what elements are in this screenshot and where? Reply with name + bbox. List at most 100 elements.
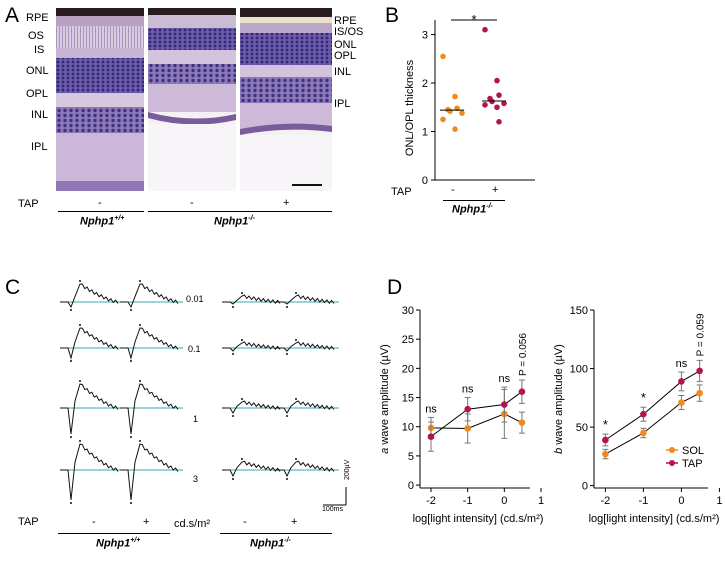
erg-trace: [60, 283, 119, 309]
layer-label: OS: [28, 30, 44, 42]
layer-label: IPL: [31, 141, 48, 153]
trough-marker: [232, 415, 234, 417]
data-point: [640, 410, 647, 418]
y-tick-label: 3: [422, 30, 428, 42]
erg-scale-bar: [323, 487, 347, 506]
x-tick-label: 0: [501, 495, 507, 507]
y-tick-label: 150: [570, 305, 588, 317]
data-point: [678, 399, 685, 406]
panel-c-group-line-ko: [220, 533, 332, 534]
panel-c-tap-label: TAP: [18, 516, 39, 528]
intensity-label: 3: [193, 474, 199, 484]
data-point: [452, 126, 458, 132]
genotype-ko-label: Nphp1-/-: [214, 215, 255, 228]
y-axis-label: b wave amplitude (µV): [553, 344, 565, 454]
layer-label: OPL: [334, 50, 357, 62]
erg-trace: [120, 383, 179, 435]
y-tick-label: 0: [582, 481, 588, 493]
layer-label: INL: [31, 109, 49, 121]
significance-annotation: ns: [499, 373, 511, 385]
erg-trace: [222, 341, 281, 352]
trough-marker: [286, 306, 288, 308]
peak-marker: [139, 280, 141, 282]
data-point: [602, 450, 609, 458]
layer-label: RPE: [334, 15, 357, 27]
peak-marker: [295, 292, 297, 294]
panel-b-genotype: Nphp1-/-: [452, 203, 493, 216]
data-point: [696, 367, 703, 375]
data-point: [501, 100, 507, 107]
data-point: [454, 105, 460, 112]
erg-trace: [120, 327, 179, 360]
panel-letter-a: A: [5, 4, 20, 27]
erg-traces: [60, 280, 347, 506]
y-tick-label: 15: [402, 393, 414, 405]
panel-letter-d: D: [387, 276, 403, 299]
peak-marker: [241, 398, 243, 400]
panel-b-tap-label: TAP: [391, 186, 412, 198]
erg-traces-ko: [222, 292, 339, 480]
layer-label: ONL: [334, 39, 357, 51]
layer-label: ONL: [26, 65, 49, 77]
data-point: [482, 102, 488, 108]
scale-voltage-label: 200µV: [344, 459, 351, 480]
trough-marker: [232, 478, 234, 480]
panel-c-genotype-wt: Nphp1+/+: [96, 537, 141, 550]
y-tick-label: 5: [408, 451, 414, 463]
y-tick-label: 100: [570, 364, 588, 376]
significance-annotation: ns: [676, 358, 688, 370]
data-point: [640, 429, 647, 437]
x-axis-label: log[light intensity] (cd.s/m²): [589, 513, 720, 525]
significance-annotation: ns: [425, 403, 437, 415]
series-line: [605, 370, 700, 441]
data-point: [518, 419, 526, 426]
legend-label: SOL: [682, 445, 704, 457]
y-tick-label: 50: [576, 422, 588, 434]
genotype-wt-label: Nphp1+/+: [80, 215, 125, 228]
panel-letter-c: C: [5, 276, 21, 299]
data-point: [678, 378, 685, 385]
peak-marker: [139, 380, 141, 382]
panel-c-tap-value: +: [143, 516, 150, 528]
data-point: [501, 401, 508, 408]
erg-trace: [120, 283, 179, 309]
trough-marker: [70, 502, 72, 504]
y-tick-label: 1: [422, 127, 428, 139]
peak-marker: [295, 339, 297, 341]
y-tick-label: 30: [402, 305, 414, 317]
erg-trace: [276, 341, 335, 352]
x-tick-label: -2: [426, 495, 436, 507]
panel-c-group-line-wt: [58, 533, 170, 534]
histology-ko-untreated-svg: [148, 8, 236, 191]
trough-marker: [70, 360, 72, 362]
panel-b-axes: 0 1 2 3: [422, 20, 535, 187]
trough-marker: [70, 309, 72, 311]
p-value-annotation: P = 0.056: [518, 333, 529, 376]
series-line: [605, 392, 700, 455]
data-point: [496, 92, 502, 98]
data-point: [494, 104, 500, 111]
x-tick-label: -1: [463, 495, 473, 507]
legend-marker: [669, 447, 675, 453]
erg-trace: [120, 443, 179, 501]
x-tick-label: 1: [538, 495, 544, 507]
peak-marker: [295, 458, 297, 460]
p-value-annotation: P = 0.059: [696, 313, 707, 356]
legend-label: TAP: [682, 458, 703, 470]
erg-traces-wt: [60, 280, 183, 504]
histology-ko-treated-image: [240, 8, 332, 191]
significance-annotation: *: [641, 390, 646, 405]
panel-a-tap-value: -: [98, 197, 102, 209]
trough-marker: [130, 309, 132, 311]
layer-label: IPL: [334, 98, 351, 110]
layer-label: IS/OS: [334, 26, 364, 38]
data-point: [459, 110, 465, 116]
x-tick-label: 1: [716, 495, 722, 507]
x-tick-label: -2: [601, 495, 611, 507]
layer-label: IS: [34, 44, 45, 56]
erg-trace: [222, 400, 281, 414]
erg-trace: [222, 294, 281, 305]
data-point: [440, 53, 446, 60]
panel-b-tap-value: +: [492, 184, 499, 196]
